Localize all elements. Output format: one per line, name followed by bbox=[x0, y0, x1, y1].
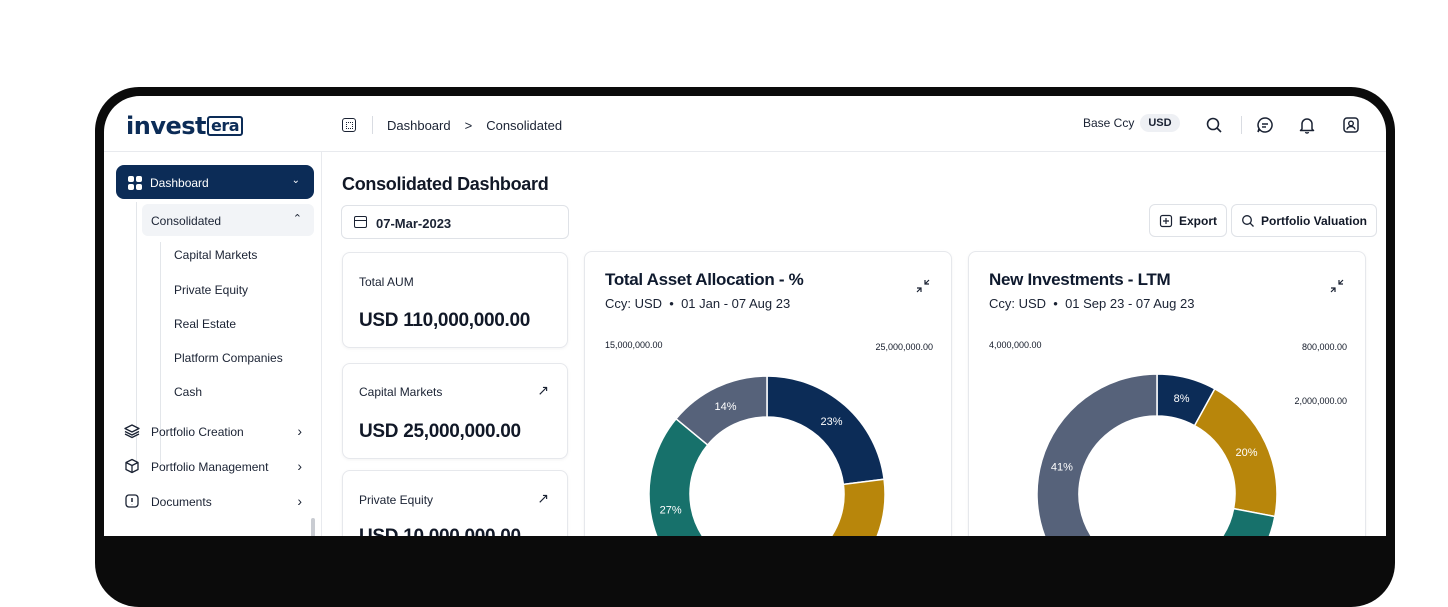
base-currency[interactable]: Base Ccy USD bbox=[1083, 114, 1180, 132]
sidebar-item-dashboard[interactable]: Dashboard ⌄ bbox=[116, 165, 314, 199]
arrow-up-right-icon[interactable]: ↗ bbox=[537, 490, 549, 506]
chart-currency: Ccy: USD bbox=[605, 296, 663, 311]
kpi-value: USD 25,000,000.00 bbox=[359, 421, 521, 442]
slice-percent-label: 27% bbox=[660, 504, 682, 516]
chart-title: New Investments - LTM bbox=[989, 270, 1171, 289]
breadcrumb-dashboard[interactable]: Dashboard bbox=[387, 118, 451, 133]
chart-date-range: 01 Sep 23 - 07 Aug 23 bbox=[1065, 296, 1195, 311]
date-picker[interactable]: 07-Mar-2023 bbox=[341, 205, 569, 239]
breadcrumb-consolidated[interactable]: Consolidated bbox=[486, 118, 563, 133]
grid-icon bbox=[128, 176, 142, 190]
donut-chart: 23% 25,000,000.00 27% 14% 15,000,000.00 bbox=[605, 340, 933, 536]
chart-currency: Ccy: USD bbox=[989, 296, 1047, 311]
kpi-label: Capital Markets bbox=[359, 385, 443, 399]
chevron-right-icon: › bbox=[297, 493, 302, 509]
calendar-icon bbox=[354, 216, 367, 228]
kpi-value: USD 110,000,000.00 bbox=[359, 310, 531, 331]
app-window: invest era Dashboard > Consolidated Base … bbox=[104, 96, 1386, 536]
kpi-label: Private Equity bbox=[359, 493, 434, 507]
breadcrumb-separator: > bbox=[464, 118, 473, 133]
collapse-icon[interactable] bbox=[915, 278, 931, 294]
slice-value-label: 4,000,000.00 bbox=[989, 340, 1042, 350]
chart-card-new-investments: New Investments - LTM Ccy: USD • 01 Sep … bbox=[968, 251, 1366, 536]
slice-percent-label: 20% bbox=[1236, 447, 1258, 459]
kpi-card-capital-markets[interactable]: Capital Markets ↗ USD 25,000,000.00 bbox=[342, 363, 568, 459]
kpi-card-total-aum: Total AUM USD 110,000,000.00 bbox=[342, 252, 568, 348]
export-button[interactable]: Export bbox=[1149, 204, 1228, 237]
brand-logo[interactable]: invest era bbox=[126, 112, 244, 140]
breadcrumb: Dashboard > Consolidated bbox=[387, 118, 562, 133]
sidebar-item-documents[interactable]: Documents › bbox=[124, 492, 314, 512]
donut-slice[interactable] bbox=[766, 375, 885, 486]
bell-icon[interactable] bbox=[1298, 116, 1316, 134]
slice-value-label: 800,000.00 bbox=[1302, 342, 1347, 352]
donut-slice[interactable] bbox=[1036, 373, 1158, 536]
tree-line bbox=[136, 202, 137, 464]
tree-line bbox=[160, 242, 161, 464]
chat-icon[interactable] bbox=[1256, 116, 1274, 134]
slice-value-label: 25,000,000.00 bbox=[875, 342, 933, 352]
search-icon bbox=[1242, 214, 1254, 227]
chevron-right-icon: › bbox=[297, 423, 302, 439]
layers-icon bbox=[124, 424, 140, 439]
chevron-down-icon: ⌄ bbox=[291, 175, 300, 186]
divider bbox=[1241, 116, 1242, 134]
sidebar-item-portfolio-creation[interactable]: Portfolio Creation › bbox=[124, 422, 314, 442]
kpi-label: Total AUM bbox=[359, 275, 414, 289]
top-bar: invest era Dashboard > Consolidated Base … bbox=[104, 96, 1386, 152]
chevron-right-icon: › bbox=[297, 458, 302, 474]
search-icon[interactable] bbox=[1205, 116, 1223, 134]
document-icon bbox=[125, 494, 139, 508]
sidebar: Dashboard ⌄ Consolidated ⌃ Capital Marke… bbox=[104, 152, 322, 536]
chevron-up-icon: ⌃ bbox=[292, 213, 302, 225]
chart-card-asset-allocation: Total Asset Allocation - % Ccy: USD • 01… bbox=[584, 251, 952, 536]
slice-percent-label: 14% bbox=[714, 401, 736, 413]
portfolio-valuation-button[interactable]: Portfolio Valuation bbox=[1231, 204, 1378, 237]
sidebar-item-portfolio-management[interactable]: Portfolio Management › bbox=[124, 457, 314, 477]
sidebar-item-real-estate[interactable]: Real Estate bbox=[174, 317, 237, 331]
cube-icon bbox=[125, 458, 139, 474]
slice-value-label: 15,000,000.00 bbox=[605, 340, 663, 350]
chart-subtitle: Ccy: USD • 01 Sep 23 - 07 Aug 23 bbox=[989, 296, 1195, 311]
base-currency-label: Base Ccy bbox=[1083, 116, 1135, 130]
divider bbox=[372, 116, 373, 134]
export-icon bbox=[1159, 214, 1173, 227]
user-icon[interactable] bbox=[1342, 116, 1360, 134]
sidebar-item-label: Consolidated bbox=[151, 214, 222, 228]
slice-value-label: 2,000,000.00 bbox=[1294, 396, 1347, 406]
slice-percent-label: 8% bbox=[1174, 393, 1190, 405]
sidebar-item-cash[interactable]: Cash bbox=[174, 385, 203, 399]
date-value: 07-Mar-2023 bbox=[376, 216, 452, 231]
page-title: Consolidated Dashboard bbox=[342, 174, 549, 194]
donut-slice[interactable] bbox=[704, 478, 886, 536]
chart-title: Total Asset Allocation - % bbox=[605, 270, 804, 289]
dashboard-icon[interactable] bbox=[342, 118, 356, 132]
sidebar-item-platform-companies[interactable]: Platform Companies bbox=[174, 351, 283, 365]
sidebar-item-label: Portfolio Creation bbox=[151, 425, 244, 439]
sidebar-scrollbar[interactable] bbox=[311, 518, 315, 536]
slice-percent-label: 23% bbox=[820, 416, 842, 428]
arrow-up-right-icon[interactable]: ↗ bbox=[537, 382, 549, 398]
collapse-icon[interactable] bbox=[1329, 278, 1345, 294]
sidebar-item-label: Documents bbox=[151, 495, 212, 509]
donut-chart: 8% 800,000.00 20% 2,000,000.00 41% 4,000,000.… bbox=[989, 340, 1347, 536]
export-label: Export bbox=[1179, 213, 1218, 228]
chart-date-range: 01 Jan - 07 Aug 23 bbox=[681, 296, 791, 311]
donut-slice[interactable] bbox=[675, 375, 768, 446]
sidebar-item-consolidated[interactable]: Consolidated ⌃ bbox=[142, 204, 314, 236]
chart-subtitle: Ccy: USD • 01 Jan - 07 Aug 23 bbox=[605, 296, 791, 311]
sidebar-item-private-equity[interactable]: Private Equity bbox=[174, 283, 249, 297]
sidebar-item-label: Portfolio Management bbox=[151, 460, 269, 474]
donut-slice[interactable] bbox=[1093, 507, 1276, 536]
slice-percent-label: 41% bbox=[1051, 461, 1073, 473]
portfolio-valuation-label: Portfolio Valuation bbox=[1261, 213, 1368, 228]
kpi-card-private-equity[interactable]: Private Equity ↗ USD 10,000,000.00 bbox=[342, 470, 568, 536]
brand-suffix: era bbox=[207, 116, 244, 136]
sidebar-item-label: Dashboard bbox=[150, 176, 209, 190]
base-currency-value[interactable]: USD bbox=[1140, 114, 1180, 132]
brand-name: invest bbox=[126, 112, 207, 140]
sidebar-item-capital-markets[interactable]: Capital Markets bbox=[174, 248, 258, 262]
